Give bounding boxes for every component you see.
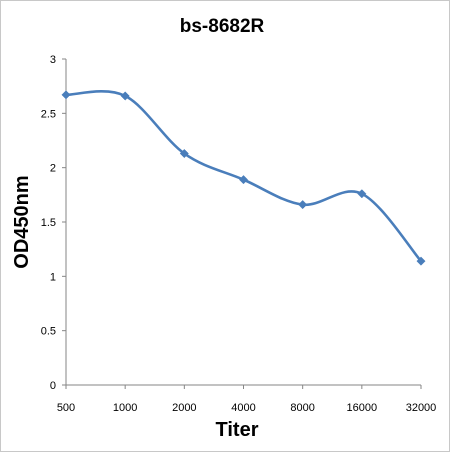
y-axis-title: OD450nm: [11, 175, 33, 268]
data-point-marker: [179, 148, 189, 159]
data-point-marker: [61, 90, 71, 100]
x-tick-label: 4000: [231, 402, 255, 414]
y-tick-labels: 0 0.5 1 1.5 2 2.5 3: [41, 54, 56, 392]
x-tick-labels: 500 1000 2000 4000 8000 16000 32000: [57, 402, 436, 414]
x-tick-label: 8000: [290, 402, 314, 414]
y-tick-label: 1: [50, 271, 56, 283]
y-tick-label: 2: [50, 163, 56, 175]
x-tick-label: 16000: [347, 402, 378, 414]
x-tick-label: 1000: [113, 402, 137, 414]
data-point-marker: [238, 175, 249, 185]
x-tick-label: 2000: [172, 402, 196, 414]
series-layer: [61, 90, 426, 266]
y-tick-label: 2.5: [41, 108, 56, 120]
y-tick-label: 0: [50, 380, 56, 392]
y-tick-label: 1.5: [41, 217, 56, 229]
chart-title: bs-8682R: [180, 16, 265, 37]
y-tick-label: 0.5: [41, 326, 56, 338]
axes: [62, 58, 422, 389]
y-tick-label: 3: [50, 54, 56, 66]
x-axis-title: Titer: [216, 419, 259, 441]
x-tick-label: 500: [57, 402, 75, 414]
data-point-marker: [357, 189, 367, 199]
data-point-marker: [298, 200, 308, 210]
data-point-marker: [120, 91, 130, 101]
x-tick-label: 32000: [406, 402, 437, 414]
data-point-marker: [416, 256, 426, 266]
